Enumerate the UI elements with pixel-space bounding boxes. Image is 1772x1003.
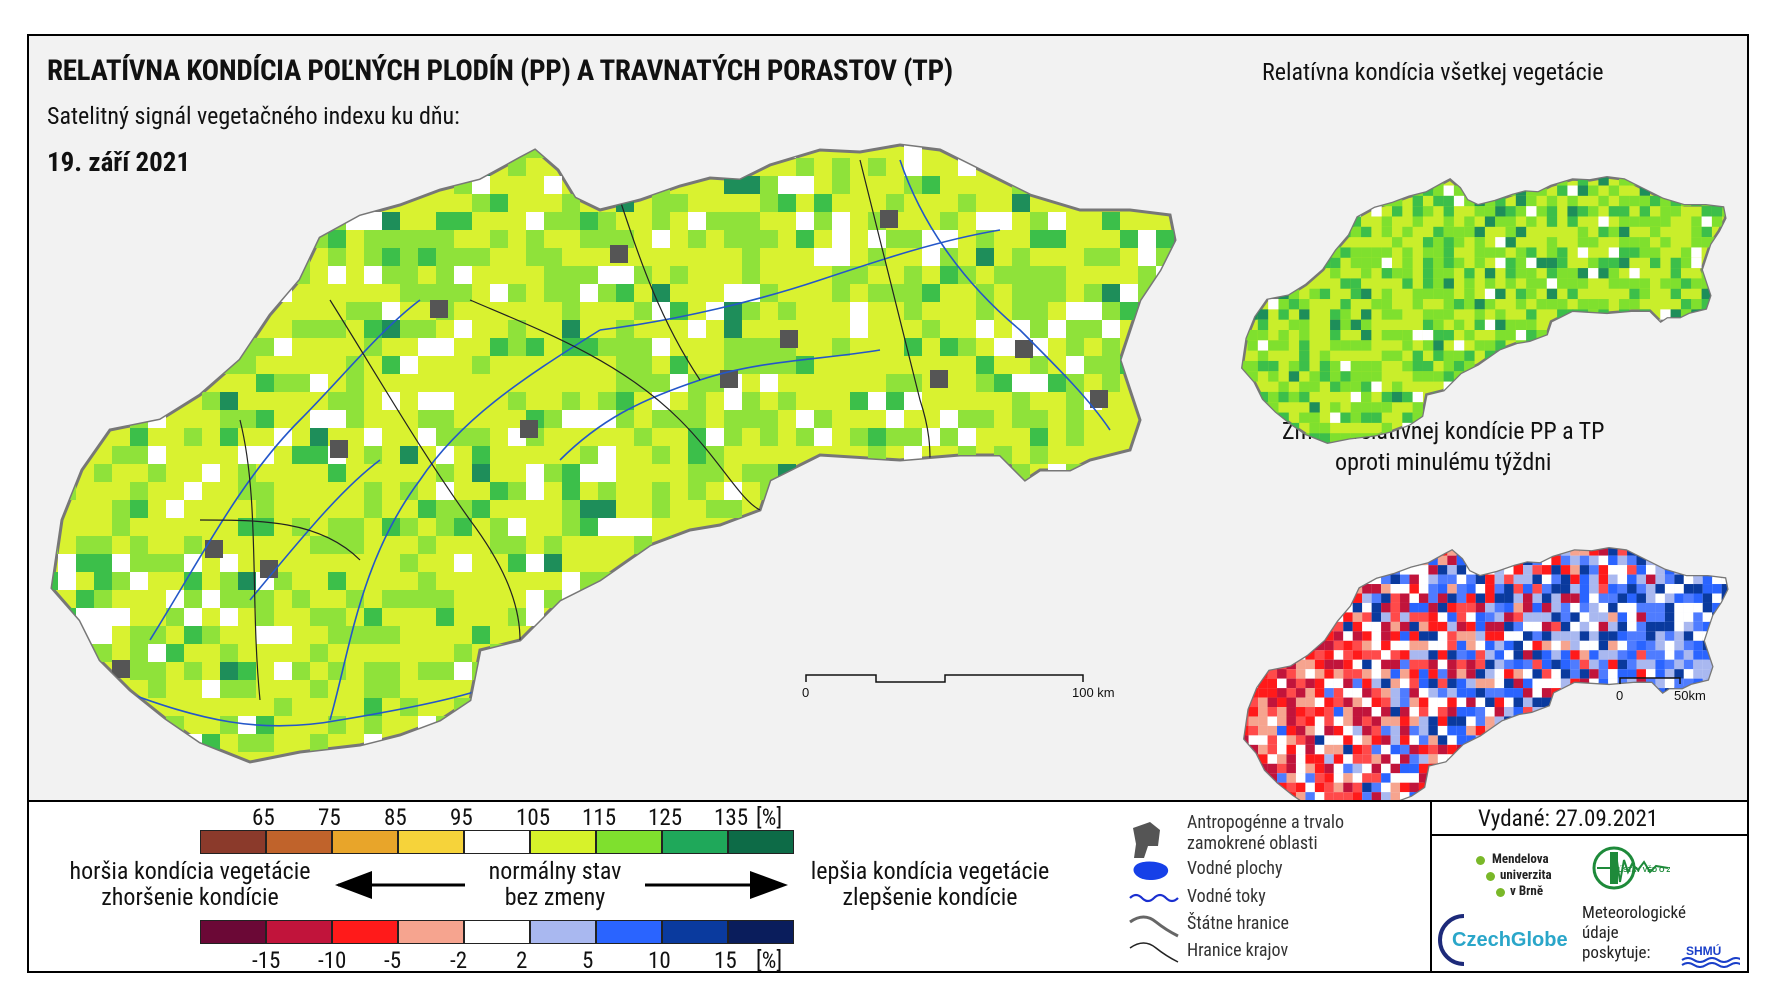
condition-swatch: [662, 830, 728, 854]
main-region-borders: [199, 159, 931, 701]
change-tick-label: 2: [516, 947, 528, 974]
condition-swatch: [332, 830, 398, 854]
change-swatch: [464, 920, 530, 944]
czechglobe-logo: CzechGlobe: [1434, 910, 1574, 970]
change-swatch: [530, 920, 596, 944]
change-tick-label: 10: [648, 947, 671, 974]
svg-text:0: 0: [1616, 688, 1623, 703]
inset-map-change: [1243, 547, 1729, 815]
change-swatch: [266, 920, 332, 944]
issued-date: Vydané: 27.09.2021: [1478, 805, 1659, 832]
map-date: 19. září 2021: [47, 146, 191, 178]
legend-region-border: Hranice krajov: [1187, 940, 1289, 961]
condition-swatch: [200, 830, 266, 854]
svg-text:100 km: 100 km: [1072, 685, 1115, 700]
condition-tick-label: 125: [648, 804, 683, 831]
meteo-provider: Meteorologické údaje poskytuje:: [1582, 903, 1686, 963]
shmu-logo: SHMÚ: [1680, 940, 1743, 968]
condition-tick-label: 75: [318, 804, 341, 831]
issued-row: [1432, 800, 1749, 836]
change-tick-label: -5: [384, 947, 402, 974]
condition-tick-label: 105: [516, 804, 551, 831]
change-swatch: [200, 920, 266, 944]
main-rivers: [119, 159, 1111, 727]
condition-tick-label: 115: [582, 804, 617, 831]
scale-bar-inset: 0 50km: [1616, 677, 1706, 703]
change-swatch: [332, 920, 398, 944]
change-tick-label: [%]: [756, 947, 783, 974]
change-tick-label: -10: [318, 947, 347, 974]
condition-tick-label: [%]: [756, 804, 783, 831]
normal-label: normálny stav bez zmeny: [488, 857, 622, 911]
svg-text:SHMÚ: SHMÚ: [1686, 943, 1721, 958]
better-label: lepšia kondícia vegetácie zlepšenie kondí…: [810, 857, 1050, 911]
condition-tick-label: 65: [252, 804, 275, 831]
change-swatch: [398, 920, 464, 944]
legend-water-bodies: Vodné plochy: [1187, 858, 1283, 879]
map-title: RELATÍVNA KONDÍCIA POĽNÝCH PLODÍN (PP) A…: [47, 54, 953, 88]
ustav-ved-o-zemi-logo: ÚSTAV VĚD O ZEMI: [1592, 842, 1683, 894]
condition-tick-label: 95: [450, 804, 473, 831]
change-tick-label: 15: [714, 947, 737, 974]
legend-state-border: Štátne hranice: [1187, 913, 1289, 934]
change-tick-label: -2: [450, 947, 468, 974]
change-swatch: [596, 920, 662, 944]
condition-tick-label: 135: [714, 804, 749, 831]
mendel-logo: Mendelova univerzita v Brně: [1476, 852, 1552, 900]
condition-swatch: [728, 830, 794, 854]
map-subtitle: Satelitný signál vegetačného indexu ku d…: [47, 102, 460, 130]
worse-label: horšia kondícia vegetácie zhoršenie kondí…: [69, 857, 311, 911]
condition-swatch: [464, 830, 530, 854]
condition-swatch: [596, 830, 662, 854]
change-swatch: [728, 920, 794, 944]
inset-map-all-vegetation: [1241, 176, 1727, 444]
footer-panel: [1430, 800, 1749, 973]
legend-rivers: Vodné toky: [1187, 886, 1266, 907]
inset-title-all-vegetation: Relatívna kondícia všetkej vegetácie: [1262, 58, 1604, 86]
change-tick-label: 5: [582, 947, 594, 974]
condition-tick-label: 85: [384, 804, 407, 831]
condition-swatch: [266, 830, 332, 854]
svg-text:50km: 50km: [1674, 688, 1706, 703]
svg-text:0: 0: [802, 685, 809, 700]
change-tick-label: -15: [252, 947, 281, 974]
svg-text:ÚSTAV VĚD O ZEMI: ÚSTAV VĚD O ZEMI: [1618, 865, 1670, 874]
condition-swatch: [530, 830, 596, 854]
condition-swatch: [398, 830, 464, 854]
svg-text:CzechGlobe: CzechGlobe: [1452, 929, 1568, 951]
scale-bar-main: 0 100 km: [802, 674, 1115, 700]
change-swatch: [662, 920, 728, 944]
legend-anthropogenic: Antropogénne a trvalo zamokrené oblasti: [1187, 812, 1345, 854]
legend-panel: [27, 800, 1749, 973]
